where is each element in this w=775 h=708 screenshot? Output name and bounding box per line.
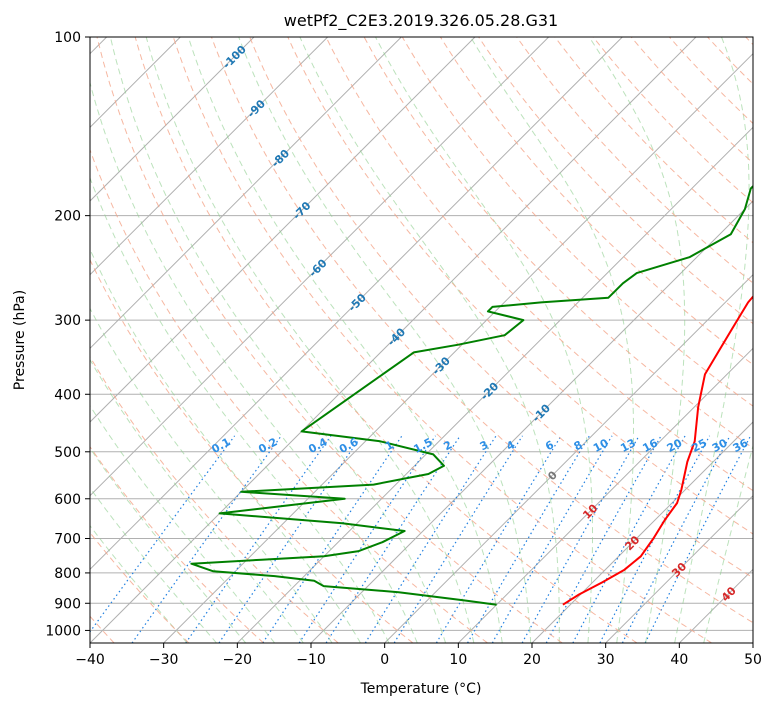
moist-adiabat [90,486,217,643]
x-tick-label: −10 [296,652,326,668]
moist-adiabat [90,447,247,643]
mixing-ratio-line [621,435,731,643]
series-line-red [562,295,753,606]
x-tick-label: 10 [449,652,467,668]
y-tick-label: 100 [54,30,81,46]
isotherm-line [531,421,753,643]
mixing-ratio-label: 25 [689,436,709,455]
moist-adiabat [375,37,593,643]
dry-adiabat [249,37,753,579]
mixing-ratio-line [644,435,752,643]
mixing-ratio-label: 20 [665,436,685,455]
mixing-ratio-line [298,435,436,643]
plot-area [90,37,753,643]
dry-adiabat [134,37,638,643]
x-axis-ticks: −40 −30 −20 −10 0 10 20 30 40 50 [75,643,762,668]
isotherm-line [90,37,329,276]
moist-adiabat [90,404,275,643]
moist-adiabat [588,37,686,643]
isotherm-line [236,126,753,643]
y-tick-label: 800 [54,566,81,582]
dry-adiabat [325,37,753,492]
dry-adiabat [211,37,753,624]
moist-adiabat [674,37,750,643]
isotherm-line [457,347,753,643]
isotherm-line [384,273,753,643]
dry-adiabat-lines [90,37,753,643]
x-tick-label: 30 [597,652,615,668]
y-tick-label: 200 [54,209,81,225]
moist-adiabat [238,37,532,643]
x-tick-label: −30 [149,652,179,668]
mixing-ratio-line [491,435,613,643]
moist-adiabat [90,524,188,643]
mixing-ratio-line [185,435,332,643]
mixing-ratio-label: 16 [640,436,660,455]
dry-adiabat [90,445,264,643]
isotherm-line [90,37,402,350]
isotherm-line [163,52,753,643]
x-tick-label: 50 [744,652,762,668]
y-tick-label: 600 [54,492,81,508]
mixing-ratio-label: 30 [710,436,730,455]
series-layer [190,184,753,606]
mixing-ratio-label: 36 [731,436,751,455]
y-tick-label: 300 [54,313,81,329]
dry-adiabat [96,37,563,643]
y-tick-label: 400 [54,387,81,403]
moist-adiabat [470,37,634,643]
mixing-ratio-line [599,435,711,643]
moist-adiabat [90,176,390,643]
y-tick-label: 1000 [45,623,81,639]
dry-adiabat [172,37,712,643]
mixing-ratio-line [435,435,562,643]
dry-adiabat [516,37,753,284]
y-tick-label: 700 [54,532,81,548]
isotherm-line [605,494,753,643]
mixing-ratio-label: 10 [591,436,611,455]
mixing-ratio-line [521,435,640,643]
moist-adiabat [703,443,753,643]
moist-adiabat [109,37,446,643]
isotherm-line [90,37,550,497]
series-line-green [190,184,753,606]
x-tick-label: 40 [670,652,688,668]
x-axis-title: Temperature (°C) [360,681,482,697]
moist-adiabat [187,37,503,643]
x-tick-label: 20 [523,652,541,668]
mixing-ratio-line [572,435,686,643]
x-tick-label: 0 [380,652,389,668]
y-tick-label: 900 [54,596,81,612]
x-tick-label: −40 [75,652,105,668]
chart-title: wetPf2_C2E3.2019.326.05.28.G31 [284,11,558,31]
isotherm-line [90,37,255,202]
moist-adiabat [299,37,560,643]
mixing-ratio-label: 13 [618,436,638,455]
moist-adiabat [90,358,304,643]
x-tick-label: −20 [223,652,253,668]
dry-adiabat [90,355,339,643]
isotherm-line [90,37,623,571]
plot-frame [89,36,754,644]
y-axis-title: Pressure (hPa) [12,290,28,390]
mixing-ratio-line [262,435,403,643]
y-axis-ticks: 100 200 300 400 500 600 700 800 900 1000 [45,30,90,639]
dry-adiabat [90,258,414,643]
moist-adiabat [90,307,333,643]
y-tick-label: 500 [54,445,81,461]
moist-adiabat [90,248,362,643]
mixing-ratio-line [325,435,461,643]
dry-adiabat [287,37,753,535]
